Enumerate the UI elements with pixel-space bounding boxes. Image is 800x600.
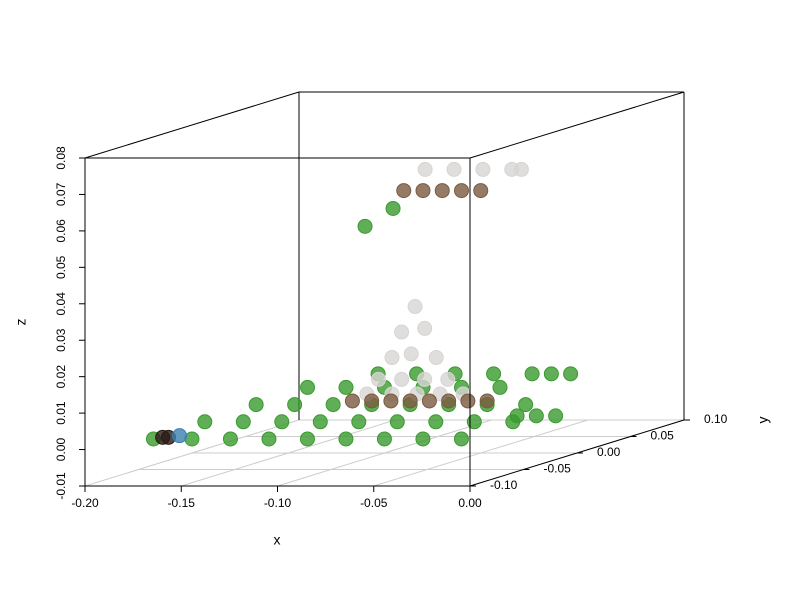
point — [440, 371, 456, 387]
point — [248, 397, 264, 413]
point — [407, 299, 423, 315]
point — [454, 183, 469, 199]
point — [222, 431, 238, 447]
point — [441, 393, 457, 409]
point — [473, 183, 489, 199]
point — [475, 161, 491, 177]
point — [524, 366, 540, 382]
z-tick-label: 0.00 — [54, 438, 68, 462]
point — [417, 320, 433, 336]
point — [351, 414, 367, 430]
point — [338, 379, 354, 395]
z-tick-label: 0.01 — [54, 401, 68, 425]
y-tick-label: -0.10 — [490, 478, 518, 492]
point — [460, 393, 476, 409]
x-tick-label: -0.20 — [71, 496, 99, 510]
point — [287, 397, 303, 413]
point — [466, 414, 482, 430]
point — [479, 393, 495, 409]
point — [446, 161, 462, 177]
z-tick-label: 0.04 — [54, 292, 68, 316]
point — [172, 428, 188, 444]
point — [543, 366, 559, 382]
y-axis-title: y — [755, 417, 771, 424]
point — [261, 431, 277, 447]
point — [428, 414, 444, 430]
x-tick-label: -0.15 — [168, 496, 196, 510]
point — [385, 200, 401, 216]
point — [371, 371, 386, 387]
z-tick-label: 0.08 — [54, 146, 68, 170]
point — [509, 408, 525, 424]
point — [376, 431, 392, 447]
point — [417, 161, 433, 177]
point — [357, 218, 373, 234]
point — [415, 431, 431, 447]
point — [364, 393, 380, 409]
point — [344, 393, 360, 409]
point — [563, 366, 579, 382]
x-tick-label: 0.00 — [458, 496, 482, 510]
point — [518, 397, 534, 413]
z-tick-label: -0.01 — [54, 472, 68, 500]
point — [396, 183, 412, 199]
y-tick-label: 0.05 — [651, 429, 675, 443]
point — [402, 393, 418, 409]
y-tick-label: 0.10 — [704, 412, 728, 426]
point — [197, 414, 213, 430]
point — [235, 414, 251, 430]
z-axis-title: z — [13, 319, 29, 326]
x-tick-label: -0.05 — [360, 496, 388, 510]
point — [338, 431, 354, 447]
point — [299, 431, 315, 447]
point — [383, 393, 399, 409]
point — [434, 183, 450, 199]
y-tick-label: 0.00 — [597, 445, 621, 459]
point — [274, 414, 290, 430]
box-edge — [469, 91, 685, 159]
point — [325, 397, 341, 413]
point — [394, 324, 410, 340]
y-tick-label: -0.05 — [544, 462, 572, 476]
point — [394, 371, 410, 387]
z-tick-label: 0.02 — [54, 365, 68, 389]
point — [492, 379, 508, 395]
z-tick-label: 0.07 — [54, 182, 68, 206]
point — [415, 183, 431, 199]
point — [184, 431, 200, 447]
point — [384, 350, 400, 366]
point — [403, 346, 419, 362]
point — [428, 350, 444, 366]
point — [528, 408, 544, 424]
x-tick-label: -0.10 — [264, 496, 292, 510]
point — [486, 366, 502, 382]
point — [421, 393, 437, 409]
z-tick-label: 0.06 — [54, 219, 68, 243]
point — [548, 408, 564, 424]
point — [300, 379, 315, 395]
point — [312, 414, 328, 430]
point — [417, 371, 433, 387]
z-tick-label: 0.05 — [54, 255, 68, 279]
point — [513, 161, 529, 177]
x-axis-title: x — [274, 532, 281, 548]
box-edge — [84, 91, 300, 159]
point — [453, 431, 469, 447]
point — [389, 414, 405, 430]
z-tick-label: 0.03 — [54, 328, 68, 352]
